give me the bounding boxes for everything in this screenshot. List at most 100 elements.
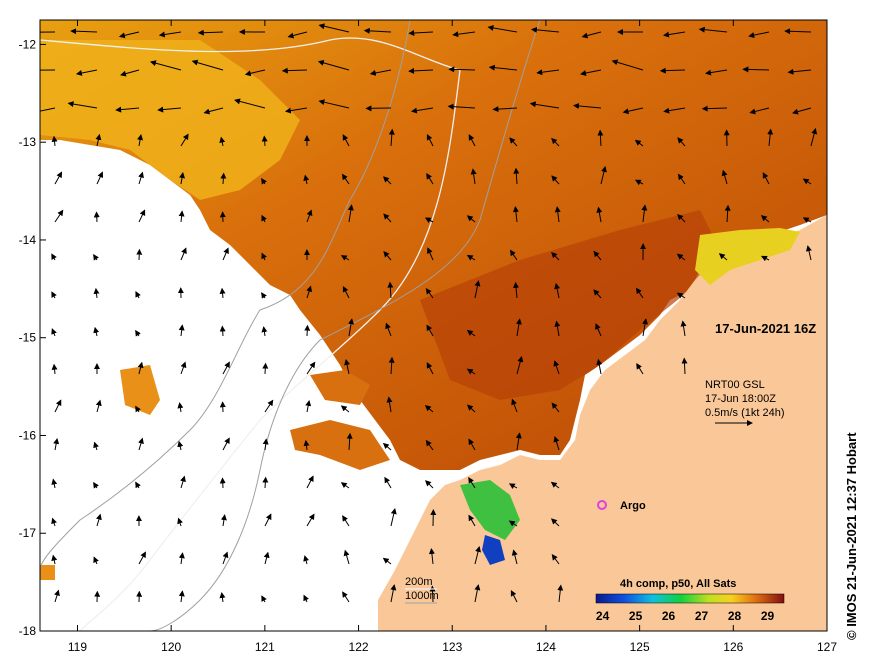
current-vector	[427, 247, 434, 261]
current-vector	[219, 477, 226, 489]
current-vector	[408, 30, 434, 36]
y-tick-label: -13	[19, 135, 37, 149]
current-vector	[284, 107, 308, 114]
current-vector	[792, 107, 812, 115]
gulf-cold-water	[482, 535, 505, 565]
current-vector	[642, 318, 648, 337]
current-vector	[261, 595, 267, 603]
colorbar-tick-label: 24	[596, 609, 610, 623]
current-vector	[262, 362, 269, 375]
colorbar-tick-label: 25	[629, 609, 643, 623]
current-vector	[51, 554, 58, 565]
current-vector	[261, 326, 268, 337]
current-vector	[721, 169, 728, 185]
current-vector	[263, 551, 270, 565]
current-vector	[466, 254, 476, 261]
sst-patch	[40, 565, 55, 580]
current-vector	[677, 173, 686, 185]
argo-marker	[597, 500, 607, 510]
current-vector	[551, 175, 560, 185]
current-vector	[40, 107, 56, 115]
sst-patch	[310, 370, 370, 405]
current-vector	[197, 29, 224, 36]
current-vector	[508, 483, 518, 489]
colorbar-tick-label: 27	[695, 609, 709, 623]
current-vector	[681, 357, 688, 375]
current-vector	[303, 555, 310, 565]
current-vector	[516, 355, 524, 375]
current-vector	[261, 292, 267, 299]
contour-1000m-label: 1000m	[405, 590, 439, 602]
current-vector	[550, 518, 560, 527]
current-vector	[511, 398, 518, 413]
current-vector	[51, 328, 57, 337]
current-vector	[784, 28, 812, 35]
current-vector	[595, 323, 602, 337]
credit-label: © IMOS 21-Jun-2021 12:37 Hobart	[844, 432, 859, 640]
current-vector	[306, 361, 316, 375]
current-vector	[234, 98, 266, 109]
current-vector	[468, 134, 476, 147]
current-vector	[120, 69, 140, 77]
current-vector	[261, 214, 267, 223]
current-vector	[93, 326, 100, 337]
current-vector	[343, 549, 350, 565]
current-vector	[222, 437, 230, 451]
current-vector	[553, 360, 560, 375]
current-vector	[264, 513, 272, 527]
current-vector	[244, 69, 266, 77]
current-vector	[581, 31, 602, 39]
current-vector	[137, 361, 144, 375]
current-vector	[383, 213, 392, 223]
current-vector	[157, 106, 182, 113]
current-vector	[385, 322, 392, 337]
current-vector	[447, 103, 476, 110]
current-vector	[138, 171, 144, 185]
sst-cool-band	[40, 40, 300, 200]
current-vector	[701, 105, 728, 112]
gulf-cool-water	[460, 480, 520, 540]
current-vector	[67, 101, 98, 109]
current-vector	[222, 551, 229, 565]
current-vector	[426, 324, 434, 337]
current-vector	[600, 165, 607, 185]
current-vector	[303, 174, 310, 185]
current-vector	[426, 172, 434, 185]
current-vector	[219, 592, 226, 603]
current-vector	[318, 23, 350, 33]
current-vector	[425, 287, 434, 299]
current-vector	[424, 405, 434, 413]
current-vector	[390, 584, 397, 603]
current-vector	[553, 435, 560, 451]
current-vector	[220, 514, 227, 527]
current-vector	[390, 508, 397, 527]
current-vector	[177, 517, 183, 527]
current-vector	[306, 285, 312, 299]
current-vector	[341, 173, 350, 185]
colorbar	[595, 593, 785, 604]
current-vector	[384, 476, 392, 489]
current-vector	[342, 515, 350, 527]
current-vector	[54, 209, 64, 223]
current-vector	[93, 481, 99, 489]
x-tick-label: 123	[442, 640, 462, 654]
current-vector	[138, 551, 146, 565]
current-vector	[54, 399, 62, 413]
current-vector	[426, 362, 434, 375]
sst-patch	[120, 365, 160, 415]
current-vector	[342, 285, 350, 299]
current-vector	[281, 67, 308, 74]
y-tick-label: -18	[19, 624, 37, 638]
colorbar-ticks: 24 25 26 27 28 29	[596, 609, 775, 623]
current-vector	[536, 69, 560, 76]
current-vector	[551, 137, 560, 147]
current-vector	[75, 69, 98, 76]
current-vector	[487, 25, 518, 33]
current-vector	[488, 64, 518, 71]
current-vector	[634, 139, 644, 147]
current-vector	[554, 206, 561, 223]
current-vector	[318, 99, 350, 109]
current-vector	[596, 358, 603, 375]
current-vector	[468, 438, 476, 451]
